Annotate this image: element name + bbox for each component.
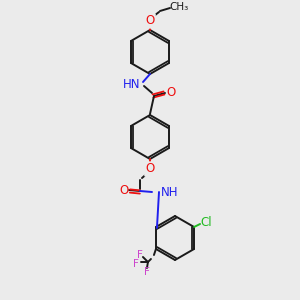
Text: CH₃: CH₃ [169, 2, 189, 12]
Text: F: F [137, 250, 143, 260]
Text: F: F [144, 267, 150, 277]
Text: Cl: Cl [200, 217, 212, 230]
Text: F: F [133, 259, 139, 269]
Text: O: O [146, 14, 154, 28]
Text: HN: HN [122, 79, 140, 92]
Text: NH: NH [161, 185, 178, 199]
Text: O: O [119, 184, 129, 196]
Text: O: O [146, 163, 154, 176]
Text: O: O [167, 85, 176, 98]
